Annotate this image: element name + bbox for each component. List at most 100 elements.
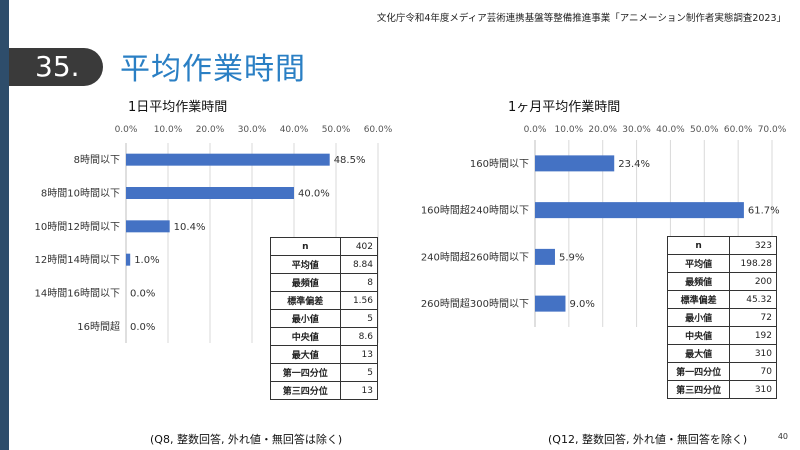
daily-category-label: 10時間12時間以下 bbox=[35, 221, 120, 233]
daily-tick-label: 0.0% bbox=[115, 125, 138, 135]
monthly-stat-label: 最大値 bbox=[666, 344, 731, 363]
monthly-stat-value: 72 bbox=[729, 308, 777, 327]
daily-value-label: 48.5% bbox=[334, 155, 366, 166]
daily-stat-label: 第三四分位 bbox=[270, 381, 341, 400]
daily-bar bbox=[126, 187, 294, 199]
daily-value-label: 10.4% bbox=[174, 222, 206, 233]
monthly-stat-value: 200 bbox=[729, 272, 777, 291]
monthly-stat-row: 平均値 198.28 bbox=[666, 254, 777, 273]
daily-bar bbox=[126, 220, 170, 233]
daily-stat-value: 5 bbox=[339, 309, 379, 328]
monthly-category-label: 160時間超240時間以下 bbox=[421, 204, 529, 217]
monthly-stat-value: 310 bbox=[729, 344, 777, 363]
monthly-stat-value: 192 bbox=[729, 326, 777, 345]
daily-stat-row: 最小値 5 bbox=[270, 309, 379, 328]
daily-stat-label: n bbox=[270, 237, 341, 256]
monthly-chart-title: 1ヶ月平均作業時間 bbox=[508, 100, 621, 115]
monthly-category-label: 160時間以下 bbox=[470, 158, 529, 170]
daily-stat-label: 最頻値 bbox=[270, 273, 341, 292]
monthly-stat-row: 最小値 72 bbox=[666, 308, 777, 327]
monthly-bar bbox=[535, 295, 566, 312]
daily-stat-value: 1.56 bbox=[339, 291, 379, 310]
left-accent-bar bbox=[0, 0, 9, 450]
monthly-stat-label: 最頻値 bbox=[666, 272, 731, 291]
daily-stat-value: 13 bbox=[339, 381, 379, 400]
daily-stat-row: 第一四分位 5 bbox=[270, 363, 379, 382]
daily-stat-row: 最頻値 8 bbox=[270, 273, 379, 292]
daily-hours-chart: 0.0% 10.0% 20.0% 30.0% 40.0% 50.0% 60.0%8時間以下 4… bbox=[35, 125, 393, 343]
daily-stat-row: 第三四分位 13 bbox=[270, 381, 379, 400]
monthly-tick-label: 70.0% bbox=[758, 125, 787, 135]
monthly-tick-label: 30.0% bbox=[622, 125, 651, 135]
daily-stat-row: 最大値 13 bbox=[270, 345, 379, 364]
daily-stat-label: 平均値 bbox=[270, 255, 341, 274]
monthly-stat-row: 第一四分位 70 bbox=[666, 362, 777, 381]
daily-category-label: 8時間以下 bbox=[74, 154, 120, 166]
daily-tick-label: 50.0% bbox=[322, 125, 351, 135]
monthly-stat-row: n 323 bbox=[666, 236, 777, 255]
monthly-tick-label: 20.0% bbox=[588, 125, 617, 135]
daily-stat-value: 13 bbox=[339, 345, 379, 364]
monthly-stat-row: 第三四分位 310 bbox=[666, 380, 777, 399]
section-number-badge: 35. bbox=[9, 48, 103, 86]
daily-stat-row: 標準偏差 1.56 bbox=[270, 291, 379, 310]
daily-stat-label: 最小値 bbox=[270, 309, 341, 328]
monthly-stat-row: 最頻値 200 bbox=[666, 272, 777, 291]
daily-value-label: 0.0% bbox=[130, 289, 155, 300]
monthly-value-label: 5.9% bbox=[559, 252, 584, 263]
daily-bar bbox=[126, 153, 330, 166]
daily-tick-label: 20.0% bbox=[196, 125, 225, 135]
daily-stats-table: n 402 平均値 8.84 最頻値 8 標準偏差 1.56 最小値 5 中央値 8.6 最大値 13 第一… bbox=[270, 237, 379, 400]
page-title: 平均作業時間 bbox=[120, 52, 306, 87]
monthly-bar bbox=[535, 155, 615, 172]
monthly-stat-label: 第三四分位 bbox=[666, 380, 731, 399]
daily-stat-label: 標準偏差 bbox=[270, 291, 341, 310]
daily-category-label: 8時間10時間以下 bbox=[41, 188, 120, 200]
daily-tick-label: 30.0% bbox=[238, 125, 267, 135]
daily-category-label: 12時間14時間以下 bbox=[35, 254, 120, 266]
daily-stat-value: 5 bbox=[339, 363, 379, 382]
daily-value-label: 1.0% bbox=[134, 255, 159, 266]
monthly-tick-label: 10.0% bbox=[555, 125, 584, 135]
monthly-stat-row: 標準偏差 45.32 bbox=[666, 290, 777, 309]
monthly-value-label: 23.4% bbox=[618, 159, 650, 170]
daily-category-label: 14時間16時間以下 bbox=[35, 288, 120, 300]
monthly-value-label: 9.0% bbox=[569, 299, 594, 310]
daily-stat-row: 中央値 8.6 bbox=[270, 327, 379, 346]
monthly-stat-value: 310 bbox=[729, 380, 777, 399]
monthly-stat-row: 最大値 310 bbox=[666, 344, 777, 363]
monthly-stat-value: 45.32 bbox=[729, 290, 777, 309]
daily-stat-value: 8.6 bbox=[339, 327, 379, 346]
monthly-stats-table: n 323 平均値 198.28 最頻値 200 標準偏差 45.32 最小値 72 中央値 192 最… bbox=[666, 236, 777, 399]
monthly-stat-value: 323 bbox=[729, 236, 777, 255]
monthly-value-label: 61.7% bbox=[748, 206, 780, 217]
monthly-tick-label: 40.0% bbox=[656, 125, 685, 135]
daily-tick-label: 60.0% bbox=[364, 125, 393, 135]
monthly-bar bbox=[535, 248, 555, 265]
monthly-tick-label: 50.0% bbox=[690, 125, 719, 135]
page-number: 40 bbox=[777, 432, 788, 441]
daily-chart-title: 1日平均作業時間 bbox=[128, 100, 228, 115]
monthly-footnote: (Q12, 整数回答, 外れ値・無回答を除く) bbox=[548, 433, 748, 446]
monthly-category-label: 260時間超300時間以下 bbox=[421, 297, 529, 310]
daily-stat-label: 最大値 bbox=[270, 345, 341, 364]
daily-bar bbox=[126, 253, 131, 266]
daily-stat-row: n 402 bbox=[270, 237, 379, 256]
monthly-tick-label: 0.0% bbox=[524, 125, 547, 135]
survey-header-note: 文化庁令和4年度メディア芸術連携基盤等整備推進事業「アニメーション制作者実態調査… bbox=[376, 13, 786, 24]
daily-value-label: 0.0% bbox=[130, 322, 155, 333]
monthly-stat-value: 70 bbox=[729, 362, 777, 381]
daily-stat-value: 8.84 bbox=[339, 255, 379, 274]
daily-stat-row: 平均値 8.84 bbox=[270, 255, 379, 274]
daily-stat-label: 中央値 bbox=[270, 327, 341, 346]
monthly-stat-value: 198.28 bbox=[729, 254, 777, 273]
monthly-stat-label: 平均値 bbox=[666, 254, 731, 273]
monthly-bar bbox=[535, 202, 744, 219]
daily-tick-label: 10.0% bbox=[154, 125, 183, 135]
monthly-tick-label: 60.0% bbox=[724, 125, 753, 135]
daily-footnote: (Q8, 整数回答, 外れ値・無回答は除く) bbox=[150, 433, 343, 446]
daily-category-label: 16時間超 bbox=[77, 320, 120, 333]
monthly-stat-label: 標準偏差 bbox=[666, 290, 731, 309]
monthly-stat-row: 中央値 192 bbox=[666, 326, 777, 345]
monthly-stat-label: 中央値 bbox=[666, 326, 731, 345]
